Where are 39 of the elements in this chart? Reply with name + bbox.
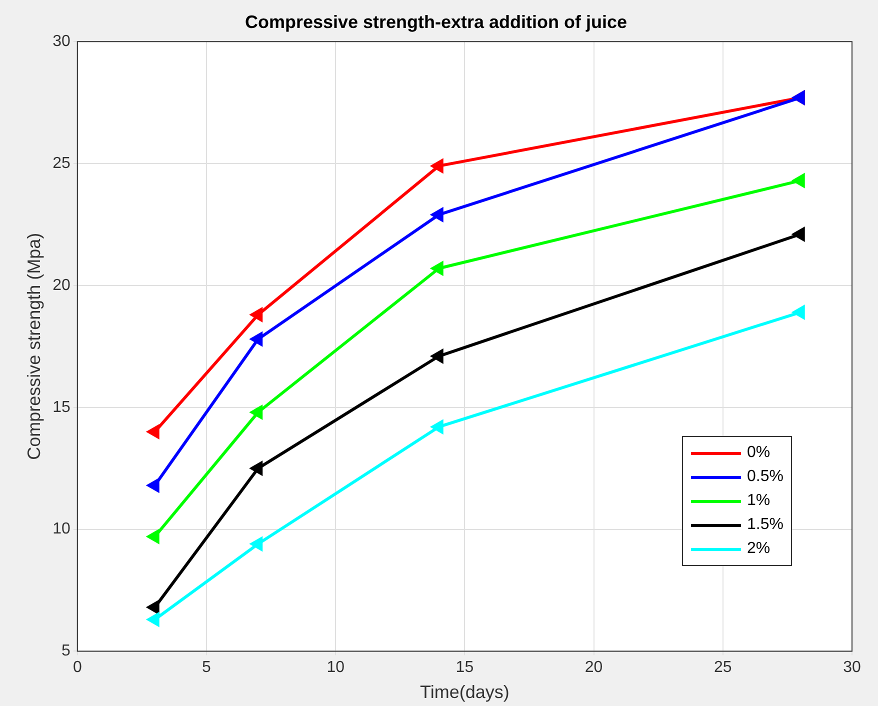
y-tick-label: 20 — [52, 276, 70, 294]
point — [431, 159, 444, 173]
point — [431, 349, 444, 363]
point — [250, 462, 263, 476]
x-tick-label: 0 — [72, 659, 82, 676]
x-tick-label: 20 — [584, 659, 603, 676]
y-axis-title: Compressive strength (Mpa) — [24, 232, 44, 460]
point — [431, 262, 444, 276]
legend-label: 0% — [747, 444, 770, 462]
point — [250, 537, 263, 551]
y-tick-label: 15 — [52, 398, 70, 416]
x-tick-label: 5 — [202, 659, 212, 676]
legend-label: 1% — [747, 492, 770, 510]
point — [792, 228, 805, 241]
point — [250, 406, 263, 419]
y-tick-label: 5 — [61, 642, 70, 660]
point — [431, 208, 444, 222]
point — [792, 174, 805, 188]
legend-label: 0.5% — [747, 468, 784, 486]
x-tick-label: 30 — [843, 659, 861, 676]
point — [250, 332, 263, 346]
point — [147, 478, 160, 492]
legend-label: 2% — [747, 540, 770, 558]
legend-label: 1.5% — [747, 516, 784, 534]
y-tick-label: 10 — [52, 520, 70, 538]
point — [147, 612, 160, 626]
y-tick-label: 25 — [52, 154, 70, 172]
point — [147, 600, 160, 614]
point — [147, 425, 160, 438]
point — [792, 306, 805, 319]
chart-title: Compressive strength-extra addition of juice — [244, 12, 628, 32]
x-axis-title: Time(days) — [420, 682, 510, 702]
x-tick-label: 15 — [456, 659, 474, 676]
point — [147, 530, 160, 544]
x-tick-label: 25 — [714, 659, 732, 676]
point — [250, 308, 263, 322]
point — [431, 420, 444, 434]
x-tick-label: 10 — [326, 659, 345, 676]
y-tick-label: 30 — [52, 33, 70, 50]
